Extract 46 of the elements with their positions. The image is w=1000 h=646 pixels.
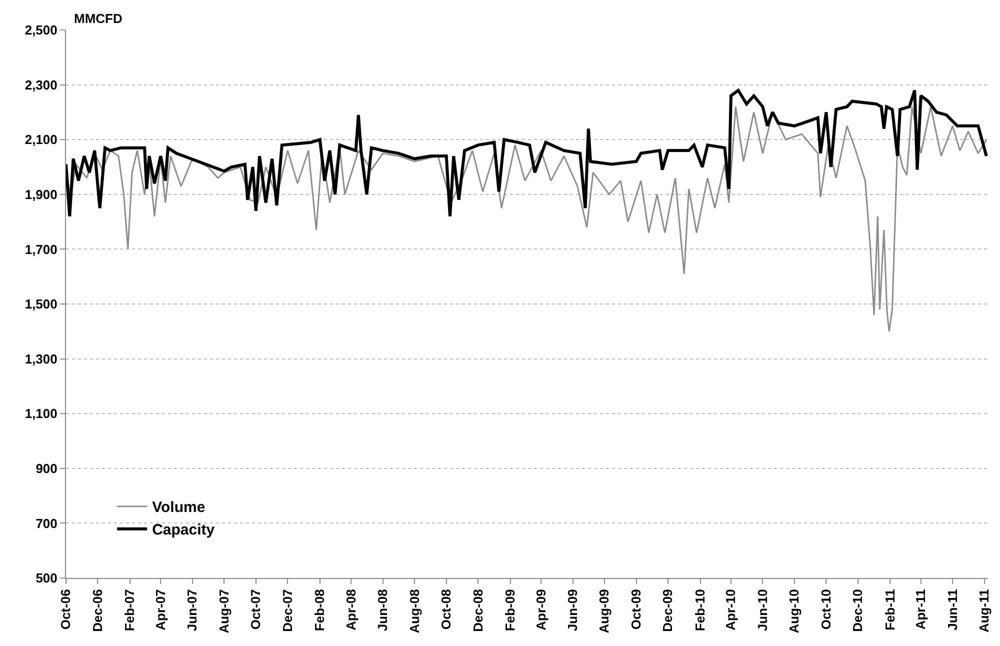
- line-series: [66, 106, 988, 332]
- x-tick-label: Oct-07: [248, 589, 264, 630]
- x-tick-label: Oct-10: [818, 589, 834, 630]
- x-tick-label: Dec-07: [280, 589, 295, 632]
- x-tick-label: Aug-10: [786, 589, 802, 634]
- x-tick-label: Feb-11: [882, 589, 898, 630]
- x-tick-label: Dec-08: [470, 589, 486, 632]
- x-tick-label: Aug-07: [216, 589, 232, 634]
- x-tick-label: Apr-10: [723, 589, 738, 630]
- y-tick-label: 1,900: [24, 186, 58, 202]
- y-tick-label: 1,300: [24, 351, 58, 366]
- x-tick-label: Dec-10: [850, 589, 866, 632]
- x-tick-label: Jun-09: [565, 589, 580, 632]
- x-tick-label: Jun-08: [375, 589, 390, 632]
- x-tick-label: Aug-11: [976, 589, 992, 633]
- x-tick-label: Apr-09: [533, 589, 548, 630]
- y-tick-label: 2,100: [24, 132, 58, 148]
- y-tick-label: 2,300: [24, 77, 58, 92]
- y-tick-label: 1,500: [24, 296, 58, 312]
- y-tick-label: 500: [36, 570, 58, 586]
- y-tick-label: 1,100: [24, 406, 58, 422]
- x-tick-label: Aug-09: [596, 589, 612, 634]
- x-tick-label: Jun-07: [184, 589, 200, 632]
- x-tick-label: Feb-10: [692, 589, 708, 632]
- x-tick-label: Apr-11: [913, 589, 928, 630]
- line-series: [66, 88, 988, 218]
- x-tick-label: Feb-08: [312, 589, 328, 632]
- y-tick-label: 2,500: [24, 22, 58, 38]
- x-tick-label: Dec-09: [660, 589, 676, 632]
- x-tick-label: Apr-07: [152, 589, 168, 630]
- y-tick-label: 700: [36, 516, 58, 531]
- x-tick-label: Oct-06: [58, 589, 74, 630]
- x-tick-label: Jun-10: [754, 589, 770, 632]
- x-tick-label: Jun-11: [944, 589, 960, 630]
- x-tick-label: Dec-06: [90, 589, 105, 632]
- x-tick-label: Aug-08: [406, 589, 422, 634]
- x-tick-label: Apr-08: [343, 589, 358, 630]
- legend-label: Capacity: [152, 522, 216, 539]
- x-tick-label: Oct-08: [438, 589, 454, 630]
- y-tick-label: 1,700: [24, 242, 58, 257]
- y-axis-title: MMCFD: [74, 11, 122, 26]
- x-tick-label: Feb-09: [502, 589, 518, 632]
- legend-label: Volume: [152, 499, 206, 516]
- x-tick-label: Oct-09: [628, 589, 644, 630]
- x-tick-label: Feb-07: [122, 589, 138, 632]
- y-tick-label: 900: [36, 460, 58, 476]
